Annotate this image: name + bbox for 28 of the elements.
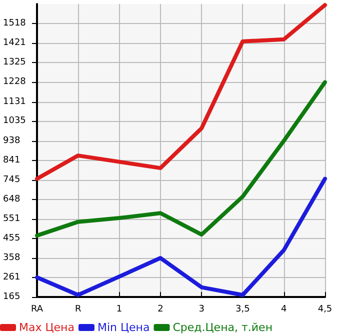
y-tick-label: 1131 (3, 96, 26, 107)
line-series (35, 3, 327, 181)
y-tick-label: 358 (3, 253, 20, 263)
y-tick-label: 1325 (3, 58, 26, 68)
x-tick-label: 4 (280, 304, 287, 314)
y-tick-label: 455 (3, 233, 20, 244)
y-tick-label: 1035 (3, 116, 26, 126)
x-tick-label: 4,5 (318, 304, 332, 314)
y-tick-label: 745 (3, 174, 20, 185)
legend-label: Max Цена (19, 321, 74, 334)
y-tick-label: 551 (3, 214, 20, 224)
y-tick-label: 648 (3, 194, 20, 204)
x-tick-label: RA (30, 304, 44, 314)
x-tick-label: R (75, 304, 82, 314)
y-tick-label: 1228 (3, 77, 26, 88)
x-tick-label: 3,5 (236, 304, 250, 314)
y-tick-label: 1421 (3, 38, 26, 48)
x-tick-label: 2 (158, 304, 164, 314)
y-tick-label: 165 (3, 292, 20, 302)
y-tick-label: 261 (3, 272, 20, 283)
line-series (35, 80, 327, 238)
y-tick-label: 841 (3, 155, 20, 166)
y-tick-label: 1518 (3, 18, 26, 29)
y-tick-label: 938 (3, 136, 20, 146)
legend-label: Min Цена (97, 321, 150, 334)
x-tick-label: 3 (198, 304, 204, 314)
x-tick-label: 1 (116, 304, 122, 314)
legend-label: Сред.Цена, т.йен (172, 321, 273, 334)
